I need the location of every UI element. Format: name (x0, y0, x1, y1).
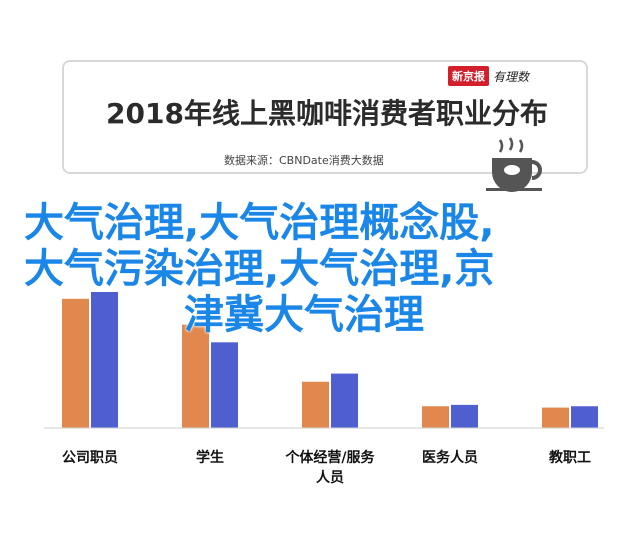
bar (91, 292, 118, 428)
x-tick-label: 公司职员 (62, 450, 118, 466)
watermark-line: 津冀大气治理 (184, 292, 424, 338)
x-tick-label: 医务人员 (422, 449, 478, 466)
publisher-logo: 新京报 有理数 (448, 66, 529, 86)
bar (211, 342, 238, 428)
logo-box: 新京报 (448, 66, 489, 86)
bar (571, 406, 598, 428)
watermark-overlay: 大气治理,大气治理概念股, 大气污染治理,大气治理,京 津冀大气治理 (24, 200, 614, 338)
x-tick-label: 个体经营/服务 (284, 449, 375, 466)
x-tick-label: 人员 (316, 469, 344, 486)
watermark-line: 大气治理,大气治理概念股, (24, 200, 495, 246)
logo-script: 有理数 (493, 69, 530, 84)
bar (182, 324, 209, 428)
bar (422, 406, 449, 428)
watermark-line: 大气污染治理,大气治理,京 (24, 246, 495, 292)
bar (331, 373, 358, 428)
x-tick-label: 学生 (196, 449, 224, 466)
x-tick-label: 教职工 (549, 449, 591, 466)
bar (302, 381, 329, 428)
bar (62, 298, 89, 428)
title-box: 新京报 有理数 2018年线上黑咖啡消费者职业分布 数据来源：CBNDate消费… (62, 60, 588, 174)
chart-title: 2018年线上黑咖啡消费者职业分布 (106, 97, 548, 130)
coffee-cup-icon (486, 137, 542, 192)
bar (542, 407, 569, 428)
chart-source: 数据来源：CBNDate消费大数据 (224, 154, 384, 167)
bar (451, 404, 478, 428)
